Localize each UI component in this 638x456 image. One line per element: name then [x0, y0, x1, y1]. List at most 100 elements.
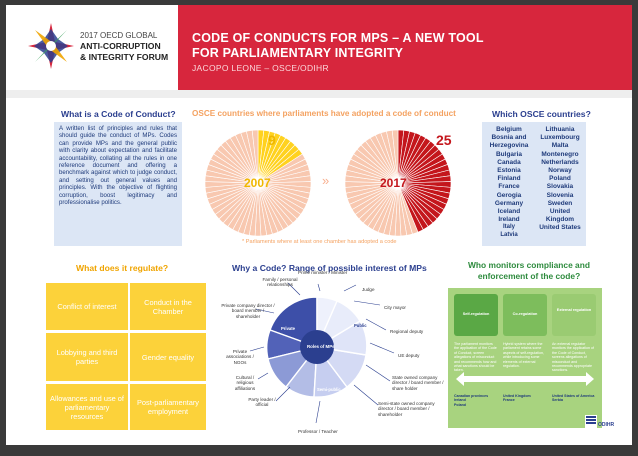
sector-private: Private	[281, 326, 295, 331]
country: Iceland	[497, 208, 521, 216]
country: Norway	[548, 167, 572, 175]
country: Finland	[497, 175, 521, 183]
monitor-countries-co: United Kingdom France	[503, 394, 547, 403]
regulate-heading: What does it regulate?	[76, 263, 169, 273]
pie-slice-not-adopted	[251, 129, 259, 184]
monitor-col-title: Self-regulation	[462, 312, 490, 316]
range-heading: Why a Code? Range of possible interest o…	[232, 263, 427, 273]
forum-star-logo-icon	[28, 23, 74, 69]
country: United	[549, 208, 571, 216]
role-label: Party leader / official	[248, 397, 276, 408]
header-divider	[6, 90, 632, 98]
countries-right-list: Lithuania Luxembourg Malta Montenegro Ne…	[535, 126, 585, 233]
country: Canada	[497, 158, 521, 166]
odihr-logo-icon	[585, 415, 597, 429]
arrow-icon: »	[322, 173, 330, 188]
country: Sweden	[547, 199, 573, 207]
regulate-tile: Lobbying and third parties	[46, 333, 128, 381]
regulate-tile: Conduct in the Chamber	[130, 283, 206, 330]
monitor-heading: Who monitors compliance and enforcement …	[468, 260, 590, 281]
monitor-country: United States of America	[552, 394, 595, 398]
country: Herzegovina	[489, 142, 529, 150]
forum-line2: ANTI-CORRUPTION	[80, 41, 161, 51]
monitor-col-title: Co-regulation	[512, 312, 538, 316]
role-label: Regional deputy	[390, 329, 424, 334]
regulate-tile: Conflict of interest	[46, 283, 128, 330]
monitor-col-external	[552, 294, 596, 336]
role-label: Professor / Teacher	[298, 429, 338, 434]
forum-logo-area: 2017 OECD GLOBAL ANTI-CORRUPTION & INTEG…	[6, 5, 178, 90]
country: Estonia	[497, 167, 521, 175]
which-heading: Which OSCE countries?	[492, 109, 591, 119]
year-2007-label: 2007	[244, 176, 271, 190]
monitor-col-desc: An external regulator monitors the appli…	[552, 342, 594, 373]
forum-line3: & INTEGRITY FORUM	[80, 52, 169, 62]
regulate-tile: Post-parliamentary employment	[130, 384, 206, 430]
countries-box: Belgium Bosnia and Herzegovina Bulgaria …	[482, 122, 586, 246]
role-label: Private associations / NGOs	[226, 349, 254, 365]
role-label: Prime minister / Minister	[298, 270, 348, 275]
role-label: State owned company director / board mem…	[392, 375, 444, 391]
pie-2007	[204, 129, 312, 237]
double-arrow-icon	[456, 372, 594, 386]
country: Slovenia	[546, 191, 574, 199]
monitor-country: France	[503, 398, 515, 403]
adoption-pies	[204, 129, 452, 237]
year-2017-label: 2017	[380, 176, 407, 190]
country: Gerogia	[496, 191, 522, 199]
role-label: City mayor	[384, 305, 406, 310]
author: JACOPO LEONE – OSCE/ODIHR	[192, 63, 329, 73]
adoption-footnote: * Parliaments where at least one chamber…	[242, 239, 397, 245]
monitor-col-self	[454, 294, 498, 336]
count-2007: 9	[268, 132, 276, 148]
wheel-center-label: Roles of MPs	[307, 344, 335, 349]
monitor-countries-external: United States of America Serbia	[552, 394, 598, 403]
monitor-country: United Kingdom	[503, 394, 531, 398]
monitor-col-title: External regulation	[556, 308, 592, 312]
country: Slovakia	[546, 183, 574, 191]
monitor-countries-self: Canadian provinces Ireland Poland	[454, 394, 498, 407]
title-line2: FOR PARLIAMENTARY INTEGRITY	[192, 46, 404, 60]
country: Bulgaria	[495, 150, 522, 158]
role-label: Cultural / religious affiliations	[234, 375, 256, 391]
country: Montenegro	[541, 150, 579, 158]
role-label: Family / personal relationships	[262, 277, 298, 288]
country: Bosnia and	[491, 134, 527, 142]
adoption-heading: OSCE countries where parliaments have ad…	[192, 109, 456, 118]
country: Luxembourg	[540, 134, 580, 142]
regulate-tile: Gender equality	[130, 333, 206, 381]
country: Poland	[549, 175, 571, 183]
what-is-text: A written list of principles and rules t…	[54, 122, 182, 246]
country: Malta	[551, 142, 569, 150]
role-label: Judge	[362, 287, 375, 292]
country: Netherlands	[541, 158, 579, 166]
country: Belgium	[496, 126, 522, 133]
pie-slice-not-adopted	[391, 129, 399, 184]
role-label: UE deputy	[398, 353, 420, 358]
pie-2017	[344, 129, 452, 237]
regulate-tile: Allowances and use of parliamentary reso…	[46, 384, 128, 430]
monitor-col-desc: The parliament monitors the application …	[454, 342, 497, 373]
monitor-panel: Self-regulation Co-regulation External r…	[448, 288, 602, 428]
title-banner: CODE OF CONDUCTS FOR MPS – A NEW TOOL FO…	[178, 5, 632, 90]
monitor-col-desc: Hybrid system where the parliament retai…	[503, 342, 544, 369]
country: United States	[539, 224, 581, 232]
country: Kingdom	[545, 216, 575, 224]
country: France	[498, 183, 520, 191]
forum-line1: 2017 OECD GLOBAL	[80, 31, 158, 40]
poster: 2017 OECD GLOBAL ANTI-CORRUPTION & INTEG…	[6, 5, 632, 445]
monitor-country: Poland	[454, 402, 466, 407]
monitor-col-co	[503, 294, 547, 336]
country: Latvia	[500, 232, 518, 239]
role-label: Semi-state owned company director / boar…	[378, 401, 435, 417]
monitor-country: Canadian provinces	[454, 394, 489, 398]
wheel-arrows	[249, 282, 395, 424]
country: Germany	[494, 199, 524, 207]
country: Italy	[502, 224, 515, 231]
sector-semi-public: Semi-public	[317, 387, 341, 392]
sector-public: Public	[354, 323, 367, 328]
role-label: Private company director / board member …	[221, 303, 275, 319]
country: Lithuania	[545, 126, 575, 133]
count-2017: 25	[436, 132, 452, 148]
odihr-logo-text: ODIHR	[598, 422, 615, 428]
